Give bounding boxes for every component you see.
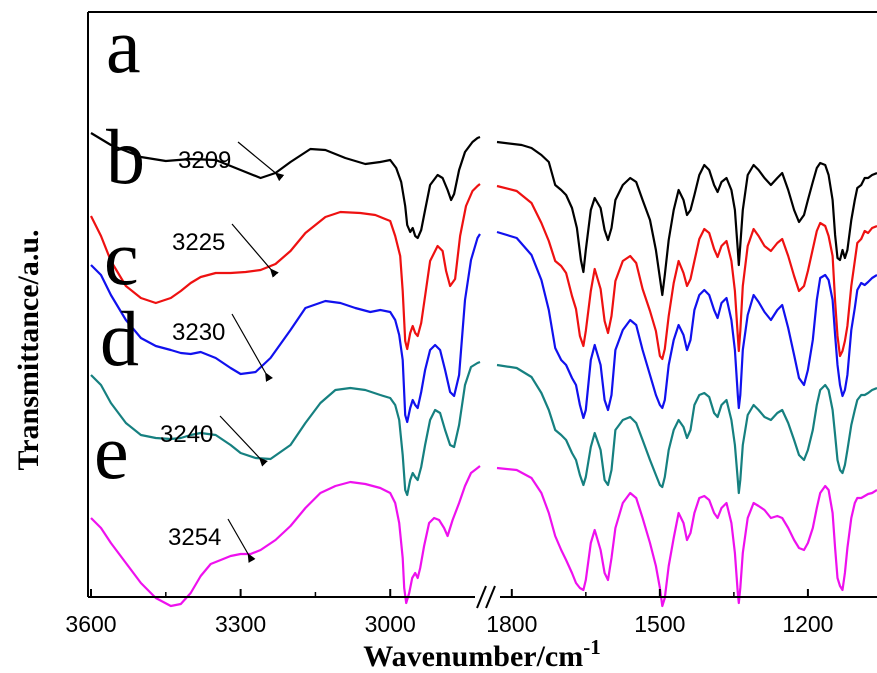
peak-label-c: 3230	[172, 319, 225, 346]
series-label-d: d	[100, 295, 139, 382]
y-axis-title: Transmittance/a.u.	[12, 229, 45, 470]
series-a-line-right	[496, 140, 877, 297]
x-tick-label: 3000	[365, 611, 416, 637]
series-label-a: a	[106, 2, 141, 89]
series-d-line-left	[90, 360, 481, 497]
series-c-line-left	[90, 233, 481, 424]
series-label-b: b	[106, 113, 145, 200]
series-e-line-right	[496, 466, 877, 608]
x-axis-title: Wavenumber/cm-1	[363, 635, 600, 673]
annotation-arrow	[219, 415, 268, 467]
peak-annotations: 3209 3225 3230 3240 3254	[160, 141, 285, 563]
x-tick-label: 1500	[634, 611, 685, 637]
x-axis-ticks: 3600 3300 3000 1800 1500 1200	[65, 589, 833, 637]
x-tick-label: 1200	[782, 611, 833, 637]
series-e-line-left	[90, 465, 481, 608]
peak-label-b: 3225	[172, 229, 225, 256]
series-d-line-right	[496, 363, 877, 495]
axis-break-mark-1	[476, 585, 487, 609]
series-label-e: e	[94, 408, 129, 495]
series-a-line-left	[90, 132, 481, 240]
x-tick-label: 3600	[65, 611, 116, 637]
peak-label-e: 3254	[168, 524, 221, 551]
annotation-arrow	[231, 223, 279, 278]
plot-frame	[87, 11, 877, 609]
series-b-line-right	[496, 184, 877, 361]
series-c-line-right	[496, 230, 877, 420]
annotation-arrow	[237, 141, 285, 182]
annotation-arrow	[231, 313, 273, 382]
x-tick-label: 1800	[486, 611, 537, 637]
peak-label-d: 3240	[160, 421, 213, 448]
series-label-c: c	[104, 214, 139, 301]
x-tick-label: 3300	[215, 611, 266, 637]
axis-break-mark-2	[485, 585, 496, 609]
series-b-line-left	[90, 183, 481, 351]
peak-label-a: 3209	[178, 147, 231, 174]
spectra-curves	[90, 132, 877, 608]
annotation-arrow	[227, 518, 256, 563]
